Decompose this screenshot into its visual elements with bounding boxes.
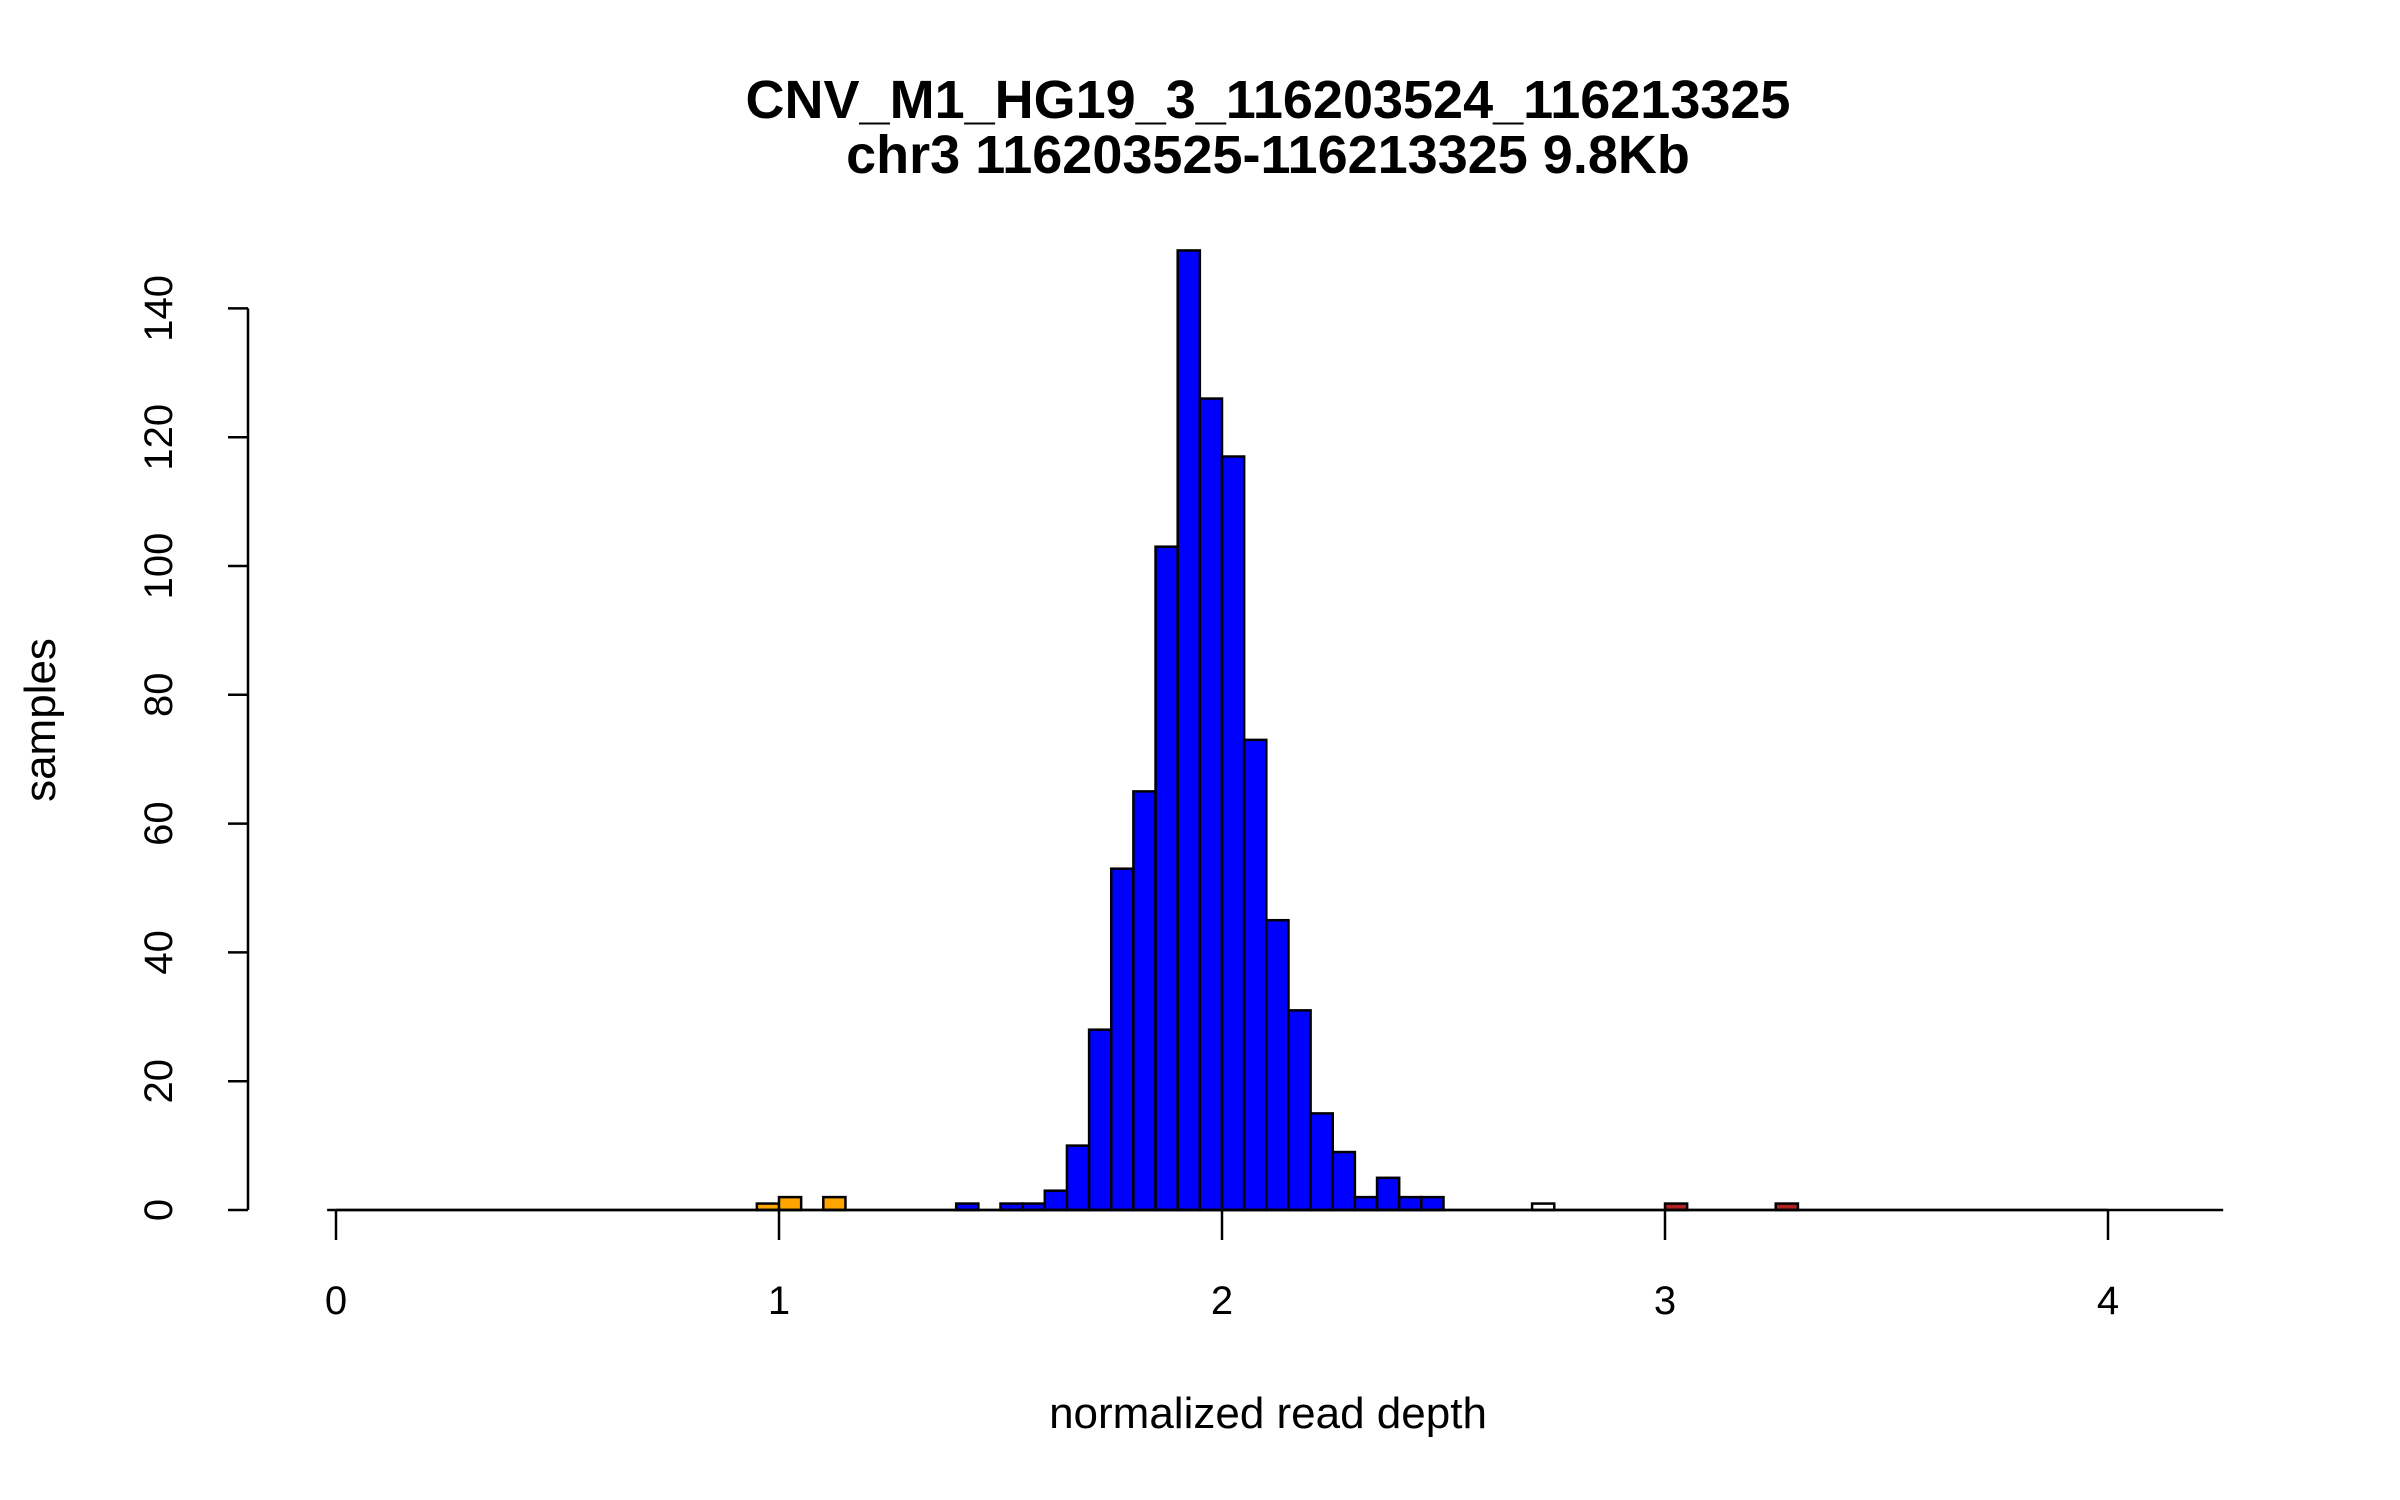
histogram-bar-9 <box>1110 867 1135 1212</box>
y-tick-label: 80 <box>137 673 181 718</box>
x-axis: 0 1 2 3 4 <box>325 1208 2119 1323</box>
histogram-bar-19 <box>1331 1150 1357 1212</box>
histogram-bar-2 <box>822 1195 847 1212</box>
x-tick-label: 3 <box>1654 1279 1676 1323</box>
histogram-bar-14 <box>1220 455 1246 1212</box>
histogram-bar-13 <box>1198 397 1224 1212</box>
x-tick-label: 2 <box>1211 1279 1233 1323</box>
histogram-bar-11 <box>1154 545 1179 1212</box>
x-tick-label: 0 <box>325 1279 347 1323</box>
histogram-bar-20 <box>1353 1195 1379 1212</box>
y-tick-label: 40 <box>137 930 181 975</box>
x-tick-label: 1 <box>768 1279 790 1323</box>
y-tick-label: 140 <box>137 275 181 342</box>
histogram-bar-7 <box>1065 1144 1091 1212</box>
histogram-bar-21 <box>1375 1176 1401 1212</box>
histogram-bar-16 <box>1265 918 1290 1212</box>
chart-subtitle: chr3 116203525-116213325 9.8Kb <box>846 125 1690 185</box>
x-tick-label: 4 <box>2097 1279 2119 1323</box>
histogram-bar-18 <box>1309 1112 1334 1212</box>
y-tick-label: 100 <box>137 533 181 600</box>
histogram-bar-8 <box>1087 1028 1113 1212</box>
y-tick-label: 20 <box>137 1059 181 1104</box>
histogram-bar-17 <box>1287 1009 1312 1212</box>
histogram-bars <box>755 249 1800 1212</box>
x-axis-label: normalized read depth <box>1049 1389 1487 1438</box>
histogram-bar-15 <box>1242 738 1268 1212</box>
histogram-bar-23 <box>1420 1195 1445 1212</box>
y-axis: 0 20 40 60 80 100 120 140 <box>137 275 250 1221</box>
histogram-bar-10 <box>1132 790 1157 1212</box>
histogram-bar-1 <box>777 1195 803 1212</box>
histogram-bar-22 <box>1397 1195 1423 1212</box>
chart-title: CNV_M1_HG19_3_116203524_116213325 <box>746 70 1791 130</box>
y-axis-label: samples <box>16 638 65 802</box>
histogram-bar-6 <box>1043 1189 1069 1212</box>
y-tick-label: 0 <box>137 1199 181 1221</box>
y-tick-label: 60 <box>137 801 181 846</box>
histogram-bar-12 <box>1176 249 1202 1212</box>
y-tick-label: 120 <box>137 404 181 471</box>
